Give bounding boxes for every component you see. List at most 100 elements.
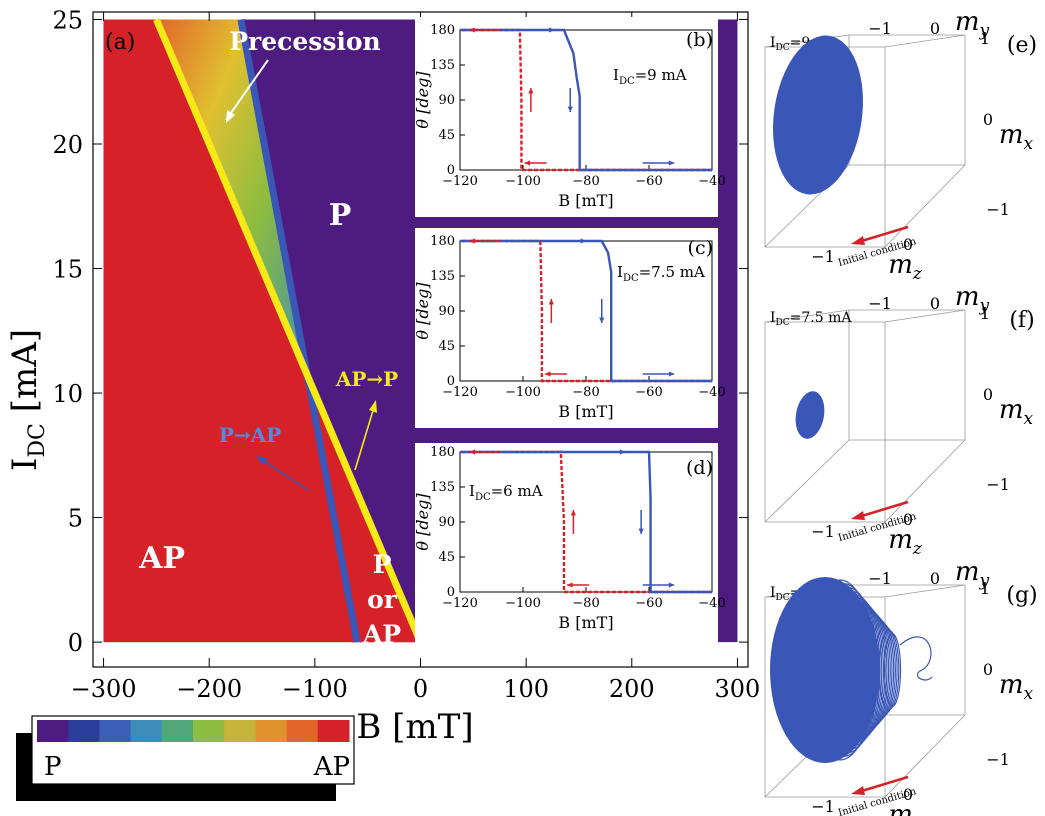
p-to-ap-arrow <box>260 458 309 491</box>
panel-letter-g: (g) <box>1006 583 1037 608</box>
blue-arrow-right-top-head <box>549 27 555 33</box>
my-tick: 1 <box>980 304 990 323</box>
inset-y-tick-label: 90 <box>438 515 455 530</box>
trajectory-loop <box>867 622 896 718</box>
blue-arrow-down-head <box>599 317 605 323</box>
trajectory-loop <box>836 600 886 739</box>
cube-edge <box>764 34 850 48</box>
inset-y-tick-label: 180 <box>430 445 455 460</box>
sweep-up-curve <box>460 450 712 594</box>
cube-edge <box>764 439 850 523</box>
mz-tick: 0 <box>903 510 913 529</box>
colorbar-swatch <box>99 720 132 742</box>
colorbar-swatch <box>224 720 256 742</box>
y-tick-label: 25 <box>52 6 83 34</box>
inset-background <box>415 17 718 217</box>
mz-axis-label: mz <box>888 250 923 284</box>
inset-x-tick-label: −100 <box>505 174 541 189</box>
my-tick: 0 <box>930 294 940 313</box>
panel-letter-d: (d) <box>686 457 713 479</box>
inset-y-tick-label: 45 <box>438 339 455 354</box>
trajectory-loop <box>825 593 883 747</box>
cube-edge <box>884 439 966 523</box>
colorbar-swatch <box>317 720 350 742</box>
inset-d: −120 −100 −80 −60 −40 0 45 90 135 180 B [mT] θ [deg… <box>413 443 726 643</box>
inset-y-tick-label: 0 <box>447 163 455 178</box>
my-tick: 1 <box>980 579 990 598</box>
inset-y-tick-label: 135 <box>430 480 455 495</box>
colorbar-max-label: AP <box>313 752 350 782</box>
mx-tick: −1 <box>986 200 1010 219</box>
inset-y-tick-label: 180 <box>430 234 455 249</box>
mz-tick: 0 <box>903 235 913 254</box>
label-p: P <box>329 198 352 233</box>
x-tick-label: 100 <box>503 675 549 703</box>
panel-letter-e: (e) <box>1007 33 1037 58</box>
red-arrow-left-top-head <box>469 449 475 455</box>
my-tick: −1 <box>868 569 892 588</box>
inset-background <box>415 443 718 643</box>
colorbar-swatch <box>130 720 163 742</box>
inset-x-tick-label: −80 <box>572 596 599 611</box>
label-p-or-ap-1: P <box>373 550 392 579</box>
my-axis-label: my <box>955 7 990 41</box>
sweep-up-curve <box>460 28 712 172</box>
red-arrow-left-bottom-head <box>545 371 551 377</box>
trajectory-sphere <box>773 35 863 195</box>
mz-tick: −1 <box>811 522 835 541</box>
trajectory-loop <box>873 626 898 714</box>
panel-letter-b: (b) <box>686 29 713 51</box>
red-arrow-left-top-head <box>469 27 475 33</box>
y-tick-label: 15 <box>52 256 83 284</box>
inset-x-tick-label: −40 <box>698 596 725 611</box>
cube-edge <box>884 164 966 248</box>
red-arrow-up-head <box>548 299 554 305</box>
label-ap-to-p: AP→P <box>335 367 398 391</box>
colorbar-swatch <box>68 720 100 742</box>
label-p-or-ap-2: or <box>367 585 398 614</box>
blue-arrow-right-bottom-head <box>668 160 675 166</box>
inset-y-tick-label: 135 <box>430 58 455 73</box>
inset-x-tick-label: −80 <box>572 174 599 189</box>
inset-x-tick-label: −40 <box>698 174 725 189</box>
inset-x-tick-label: −60 <box>635 596 662 611</box>
my-axis-label: my <box>955 282 990 316</box>
my-axis-label: my <box>955 557 990 591</box>
inset-x-axis-label: B [mT] <box>558 613 613 632</box>
mx-tick: 0 <box>983 660 993 679</box>
trajectory-sphere <box>770 577 880 763</box>
trajectory-loop <box>857 615 893 725</box>
cube-edge <box>884 309 966 323</box>
trajectory-loop <box>804 579 876 761</box>
x-tick-label: 0 <box>413 675 428 703</box>
red-arrow-left-top-head <box>469 238 475 244</box>
trajectory-loop <box>846 608 890 732</box>
ap-to-p-boundary-line <box>153 18 424 644</box>
inset-c: −120 −100 −80 −60 −40 0 45 90 135 180 B [mT] θ [deg… <box>413 228 726 428</box>
blue-arrow-right-bottom-head <box>668 371 675 377</box>
inset-y-tick-label: 90 <box>438 304 455 319</box>
inset-x-axis-label: B [mT] <box>558 402 613 421</box>
ap-to-p-arrowhead <box>369 400 377 413</box>
inset-y-tick-label: 135 <box>430 269 455 284</box>
y-axis-ticks: 0 5 10 15 20 25 <box>52 6 748 657</box>
inset-y-tick-label: 0 <box>447 585 455 600</box>
inset-x-tick-label: −100 <box>505 385 541 400</box>
inset-y-tick-label: 90 <box>438 93 455 108</box>
trajectory-loop <box>862 618 895 721</box>
colorbar-swatch <box>193 720 225 742</box>
inset-x-tick-label: −120 <box>442 174 478 189</box>
trajectory-small <box>795 391 825 439</box>
x-tick-label: 200 <box>609 675 655 703</box>
blue-arrow-right-bottom-head <box>668 582 675 588</box>
initial-condition-arrowhead <box>851 511 865 520</box>
mz-tick: −1 <box>811 247 835 266</box>
initial-condition-arrowhead <box>851 786 865 795</box>
x-tick-label: −300 <box>71 675 137 703</box>
colorbar-swatch <box>286 720 319 742</box>
inset-x-tick-label: −100 <box>505 596 541 611</box>
precession-arrowhead <box>226 110 235 123</box>
x-tick-label: −100 <box>282 675 348 703</box>
trajectory-loop <box>814 586 879 754</box>
